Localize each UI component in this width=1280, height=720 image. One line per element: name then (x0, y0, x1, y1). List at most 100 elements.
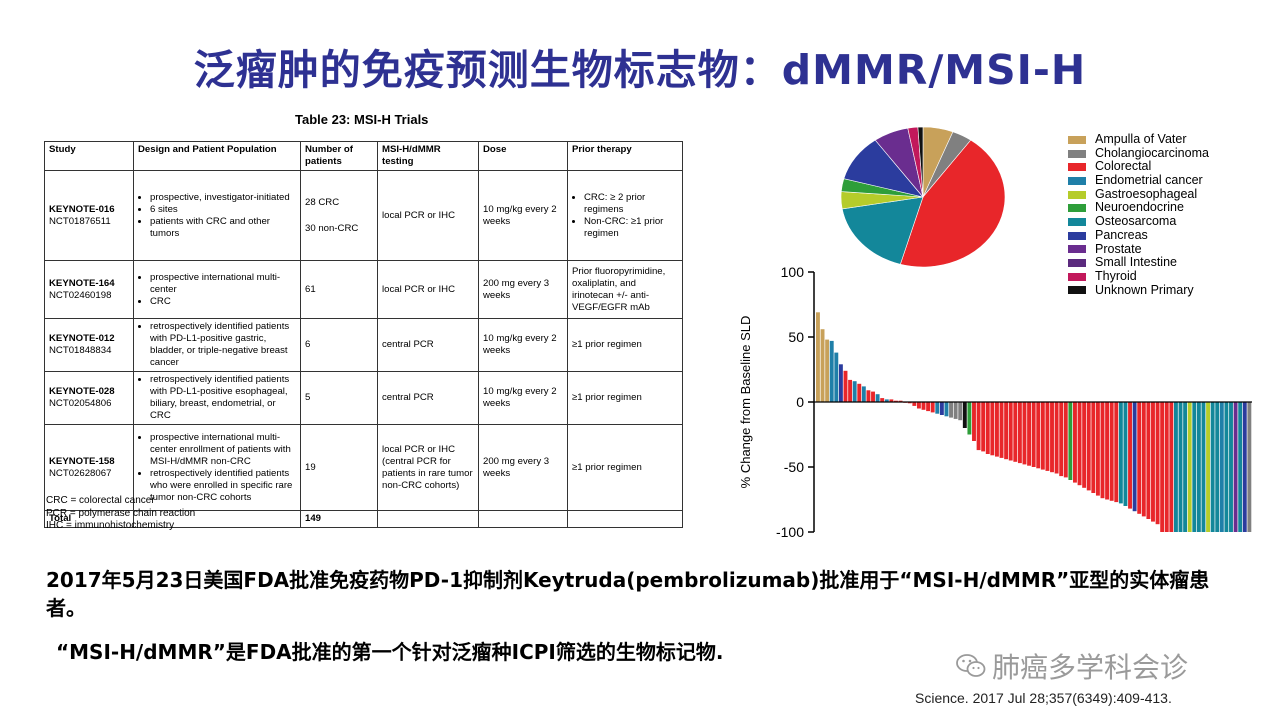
waterfall-bar (976, 402, 981, 451)
waterfall-bar (949, 402, 953, 418)
waterfall-bar (834, 352, 839, 402)
study-cell: KEYNOTE-012 NCT01848834 (44, 318, 134, 372)
design-cell: prospective international multi-center C… (133, 260, 301, 319)
waterfall-bar (944, 402, 949, 417)
waterfall-bar (1238, 402, 1243, 532)
legend-item: Pancreas (1068, 228, 1209, 243)
slide-title: 泛瘤肿的免疫预测生物标志物：dMMR/MSI-H (193, 46, 1087, 94)
waterfall-bar (894, 400, 898, 402)
waterfall-bar (958, 402, 963, 421)
waterfall-bar (1160, 402, 1165, 532)
table-caption: Table 23: MSI-H Trials (295, 112, 429, 127)
design-bullet: 6 sites (150, 204, 296, 216)
design-bullet: retrospectively identified patients who … (150, 468, 296, 504)
patients-cell: 5 (300, 371, 378, 425)
study-cell: KEYNOTE-028 NCT02054806 (44, 371, 134, 425)
waterfall-bar (967, 402, 972, 435)
y-tick-label: -100 (776, 524, 804, 540)
prior-cell: Prior fluoropyrimidine, oxaliplatin, and… (567, 260, 683, 319)
waterfall-bar (1054, 402, 1059, 474)
nct-id: NCT02628067 (49, 467, 112, 479)
design-bullet: CRC (150, 296, 296, 308)
waterfall-bar (829, 340, 834, 402)
waterfall-bar (1178, 402, 1183, 532)
legend-item: Ampulla of Vater (1068, 132, 1209, 147)
design-bullet: prospective international multi-center (150, 272, 296, 296)
legend-swatch (1068, 190, 1086, 199)
legend-swatch (1068, 204, 1086, 213)
testing-cell: local PCR or IHC (377, 170, 479, 261)
testing-cell: local PCR or IHC (377, 260, 479, 319)
waterfall-bar (912, 402, 917, 406)
legend-swatch (1068, 176, 1086, 185)
legend-item: Small Intestine (1068, 255, 1209, 270)
legend-label: Thyroid (1095, 268, 1137, 283)
waterfall-bar (1192, 402, 1197, 532)
waterfall-bar (816, 312, 820, 402)
nct-id: NCT01876511 (49, 215, 111, 227)
legend-item: Thyroid (1068, 268, 1209, 284)
legend-label: Neuroendocrine (1095, 200, 1184, 215)
legend-swatch (1068, 163, 1086, 172)
waterfall-bar (1050, 402, 1054, 473)
prior-cell: CRC: ≥ 2 prior regimens Non-CRC: ≥1 prio… (567, 170, 683, 261)
pie-slice-colorectal (899, 139, 1006, 268)
waterfall-bar (1004, 402, 1009, 460)
waterfall-bar (1059, 402, 1064, 477)
legend-label: Prostate (1095, 241, 1142, 256)
abbreviation: IHC = immunohistochemistry (46, 520, 175, 531)
waterfall-bar (1095, 402, 1100, 496)
waterfall-bar (866, 390, 871, 402)
study-name: KEYNOTE-016 (49, 203, 115, 215)
waterfall-bar (1128, 402, 1132, 509)
waterfall-chart: % Change from Baseline SLD 100 50 0 -50 -100 (736, 262, 1256, 546)
waterfall-bar (999, 402, 1004, 458)
waterfall-bar (1224, 402, 1229, 532)
design-bullet: patients with CRC and other tumors (150, 216, 296, 240)
legend-swatch (1068, 231, 1086, 240)
waterfall-bar (935, 402, 940, 414)
tumor-type-pie-chart (838, 124, 1008, 270)
waterfall-bar (916, 402, 921, 409)
waterfall-bar (926, 402, 931, 412)
waterfall-bar (889, 399, 894, 402)
waterfall-bar (843, 370, 848, 402)
waterfall-bar (1247, 402, 1252, 532)
empty-cell (478, 510, 568, 528)
legend-swatch (1068, 135, 1086, 144)
waterfall-bar (985, 402, 990, 454)
waterfall-bar (1210, 402, 1215, 532)
nct-id: NCT02460198 (49, 289, 112, 301)
y-tick-label: -50 (784, 459, 804, 475)
legend-label: Gastroesophageal (1095, 186, 1198, 201)
waterfall-bar (1151, 402, 1155, 522)
waterfall-bar (1173, 402, 1178, 532)
header-prior: Prior therapy (567, 141, 683, 171)
waterfall-bar (990, 402, 995, 456)
study-name: KEYNOTE-158 (49, 455, 115, 467)
waterfall-bar (981, 402, 986, 452)
legend-item: Colorectal (1068, 160, 1209, 174)
waterfall-bar (1201, 402, 1206, 532)
patients-cell: 61 (300, 260, 378, 319)
legend-item: Prostate (1068, 241, 1209, 257)
msi-h-trials-table: Study Design and Patient Population Numb… (44, 141, 683, 528)
waterfall-bar (1017, 402, 1022, 464)
waterfall-bar (871, 391, 875, 402)
pie-slice-osteosarcoma (841, 196, 924, 265)
waterfall-bar (825, 339, 830, 402)
waterfall-bar (1169, 402, 1174, 532)
patients-cell: 28 CRC 30 non-CRC (300, 170, 378, 261)
waterfall-bar (994, 402, 999, 457)
waterfall-bar (930, 402, 935, 413)
waterfall-bar (1206, 402, 1211, 532)
waterfall-bar (1123, 402, 1128, 506)
legend-item: Gastroesophageal (1068, 186, 1209, 202)
waterfall-bar (1114, 402, 1119, 503)
waterfall-bar (1183, 402, 1188, 532)
study-name: KEYNOTE-164 (49, 277, 115, 289)
legend-item: Cholangiocarcinoma (1068, 146, 1209, 161)
waterfall-bar (1187, 402, 1192, 532)
waterfall-bar (861, 386, 866, 402)
